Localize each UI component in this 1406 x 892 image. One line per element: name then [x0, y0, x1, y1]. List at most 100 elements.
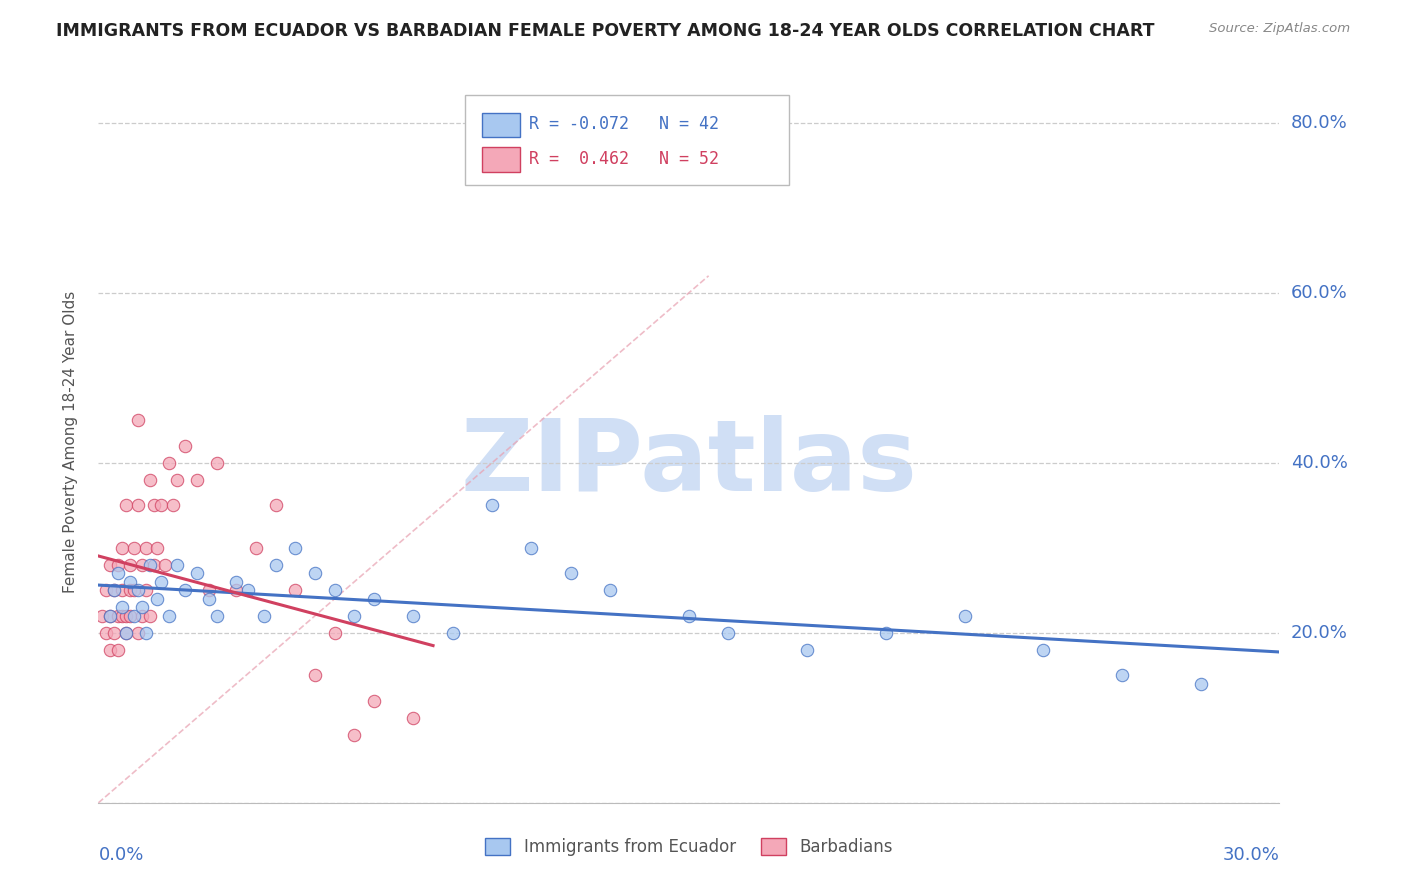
Point: [115, 625, 138, 640]
Y-axis label: Female Poverty Among 18-24 Year Olds: Female Poverty Among 18-24 Year Olds: [63, 291, 77, 592]
Point: [304, 668, 326, 682]
Point: [135, 541, 157, 555]
Point: [131, 558, 153, 572]
Point: [118, 583, 141, 598]
Point: [103, 625, 125, 640]
Point: [118, 558, 141, 572]
Point: [174, 439, 197, 453]
Point: [150, 574, 173, 589]
Point: [111, 600, 134, 615]
Point: [717, 625, 740, 640]
Point: [599, 583, 621, 598]
Point: [166, 473, 188, 487]
Point: [363, 694, 385, 708]
Point: [343, 728, 366, 742]
Point: [138, 558, 160, 572]
Point: [98, 608, 121, 623]
Point: [166, 558, 188, 572]
Point: [96, 583, 118, 598]
Text: R = -0.072   N = 42: R = -0.072 N = 42: [530, 115, 720, 133]
Point: [135, 583, 157, 598]
Point: [481, 498, 503, 512]
Point: [111, 608, 134, 623]
Point: [1032, 642, 1054, 657]
Point: [127, 498, 149, 512]
Point: [122, 608, 145, 623]
Point: [127, 625, 149, 640]
Point: [157, 456, 180, 470]
Point: [131, 608, 153, 623]
Point: [96, 625, 118, 640]
Point: [284, 541, 307, 555]
Point: [127, 413, 149, 427]
Point: [98, 642, 121, 657]
FancyBboxPatch shape: [464, 95, 789, 185]
Point: [953, 608, 976, 623]
Point: [107, 608, 129, 623]
Point: [323, 583, 346, 598]
Text: 80.0%: 80.0%: [1291, 114, 1347, 132]
Point: [186, 473, 208, 487]
Point: [197, 591, 219, 606]
Point: [875, 625, 897, 640]
Point: [127, 583, 149, 598]
Text: R =  0.462   N = 52: R = 0.462 N = 52: [530, 150, 720, 168]
Point: [146, 541, 169, 555]
Point: [197, 583, 219, 598]
Point: [107, 566, 129, 581]
Point: [115, 608, 138, 623]
Point: [115, 625, 138, 640]
Point: [138, 473, 160, 487]
Point: [103, 583, 125, 598]
Point: [678, 608, 700, 623]
Point: [520, 541, 543, 555]
Point: [118, 608, 141, 623]
Point: [225, 583, 247, 598]
FancyBboxPatch shape: [482, 147, 520, 172]
Point: [245, 541, 267, 555]
Point: [111, 583, 134, 598]
Point: [284, 583, 307, 598]
Point: [264, 498, 287, 512]
Point: [135, 625, 157, 640]
Point: [142, 498, 165, 512]
Text: 60.0%: 60.0%: [1291, 284, 1347, 301]
Text: ZIPatlas: ZIPatlas: [461, 415, 917, 512]
Point: [236, 583, 259, 598]
Point: [115, 498, 138, 512]
Point: [205, 456, 228, 470]
Point: [91, 608, 114, 623]
Point: [111, 541, 134, 555]
Text: 30.0%: 30.0%: [1223, 847, 1279, 864]
Point: [155, 558, 177, 572]
Point: [1189, 677, 1212, 691]
Point: [323, 625, 346, 640]
Point: [363, 591, 385, 606]
Point: [146, 591, 169, 606]
Point: [402, 711, 425, 725]
Point: [304, 566, 326, 581]
Point: [103, 583, 125, 598]
FancyBboxPatch shape: [482, 112, 520, 137]
Point: [174, 583, 197, 598]
Point: [560, 566, 582, 581]
Point: [122, 541, 145, 555]
Point: [98, 558, 121, 572]
Point: [150, 498, 173, 512]
Point: [162, 498, 184, 512]
Point: [205, 608, 228, 623]
Point: [402, 608, 425, 623]
Legend: Immigrants from Ecuador, Barbadians: Immigrants from Ecuador, Barbadians: [478, 831, 900, 863]
Point: [131, 600, 153, 615]
Point: [122, 583, 145, 598]
Point: [796, 642, 818, 657]
Point: [142, 558, 165, 572]
Text: 40.0%: 40.0%: [1291, 454, 1347, 472]
Point: [441, 625, 464, 640]
Point: [343, 608, 366, 623]
Text: IMMIGRANTS FROM ECUADOR VS BARBADIAN FEMALE POVERTY AMONG 18-24 YEAR OLDS CORREL: IMMIGRANTS FROM ECUADOR VS BARBADIAN FEM…: [56, 22, 1154, 40]
Point: [264, 558, 287, 572]
Text: 20.0%: 20.0%: [1291, 624, 1347, 642]
Text: 0.0%: 0.0%: [98, 847, 143, 864]
Point: [225, 574, 247, 589]
